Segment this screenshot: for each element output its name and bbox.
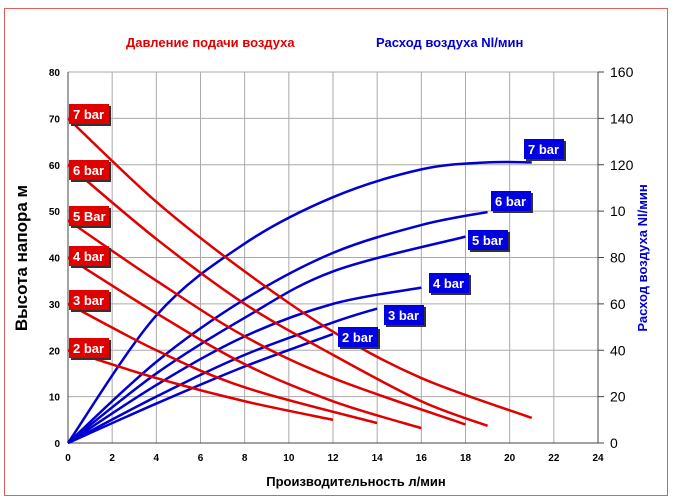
head-label-text: 2 bar (73, 341, 104, 356)
head-label-text: 3 bar (73, 293, 104, 308)
air-flow-line-3-bar (67, 307, 378, 445)
y-tick-label: 50 (49, 207, 61, 218)
x-tick-label: 8 (242, 453, 248, 464)
air-label-text: 2 bar (342, 330, 373, 345)
x-tick-label: 0 (65, 453, 71, 464)
x-tick-label: 2 (109, 453, 115, 464)
x-tick-label: 14 (372, 453, 384, 464)
y-axis-label: Высота напора м (12, 185, 31, 331)
air-label-text: 4 bar (433, 276, 464, 291)
y2-tick-label: 80 (610, 250, 626, 266)
y2-tick-label: 20 (610, 389, 626, 405)
y2-axis-label: Расход воздуха Nl/мин (635, 184, 650, 331)
head-label-text: 5 Bar (73, 209, 106, 224)
head-label (69, 290, 109, 310)
x-tick-label: 4 (154, 453, 160, 464)
head-label (69, 246, 109, 266)
x-tick-label: 18 (460, 453, 472, 464)
air-label-text: 3 bar (388, 308, 419, 323)
head-line-2-bar (67, 349, 334, 422)
y2-tick-label: 40 (610, 342, 626, 358)
y2-tick-label: 60 (610, 296, 626, 312)
x-tick-label: 6 (198, 453, 204, 464)
head-line-5-Bar (67, 219, 466, 426)
head-line-4-bar (67, 256, 422, 430)
x-tick-label: 12 (327, 453, 339, 464)
x-tick-label: 22 (548, 453, 560, 464)
air-label (384, 305, 424, 325)
y2-tick-label: 160 (610, 64, 634, 80)
head-label-text: 4 bar (73, 249, 104, 264)
head-label (69, 160, 109, 180)
air-label (429, 273, 469, 293)
x-tick-label: 20 (504, 453, 516, 464)
y-tick-label: 10 (49, 393, 61, 404)
air-label-text: 5 bar (472, 233, 503, 248)
y-tick-label: 40 (49, 254, 61, 265)
air-flow-line-5-bar (67, 235, 466, 444)
head-label (69, 206, 109, 226)
y-tick-label: 60 (49, 161, 61, 172)
air-legend-title: Расход воздуха Nl/мин (376, 35, 523, 50)
x-tick-label: 24 (592, 453, 604, 464)
head-label (69, 338, 109, 358)
air-flow-line-6-bar (67, 210, 488, 444)
y-tick-label: 20 (49, 346, 61, 357)
y2-tick-label: 140 (610, 110, 634, 126)
chart-frame (4, 8, 668, 496)
y-tick-label: 70 (49, 114, 61, 125)
air-label (524, 139, 564, 159)
x-axis-label: Производительность л/мин (266, 474, 446, 489)
x-tick-label: 10 (283, 453, 295, 464)
x-tick-label: 16 (416, 453, 428, 464)
y-tick-label: 30 (49, 300, 61, 311)
y2-tick-label: 0 (610, 435, 618, 451)
head-line-7-bar (67, 117, 533, 420)
air-label-text: 7 bar (528, 142, 559, 157)
y2-tick-label: 120 (610, 157, 634, 173)
head-line-3-bar (67, 302, 378, 425)
air-label (468, 230, 508, 250)
air-flow-line-7-bar (66, 160, 532, 444)
air-label (491, 191, 531, 211)
y-tick-label: 0 (54, 439, 60, 450)
head-legend-title: Давление подачи воздуха (126, 35, 295, 50)
air-flow-line-2-bar (67, 332, 334, 445)
head-label (69, 104, 109, 124)
head-label-text: 6 bar (73, 163, 104, 178)
y-tick-label: 80 (49, 68, 61, 79)
air-label-text: 6 bar (495, 194, 526, 209)
head-label-text: 7 bar (73, 107, 104, 122)
head-line-6-bar (67, 163, 489, 428)
y2-tick-label: 10 (610, 203, 626, 219)
air-label (338, 327, 378, 347)
